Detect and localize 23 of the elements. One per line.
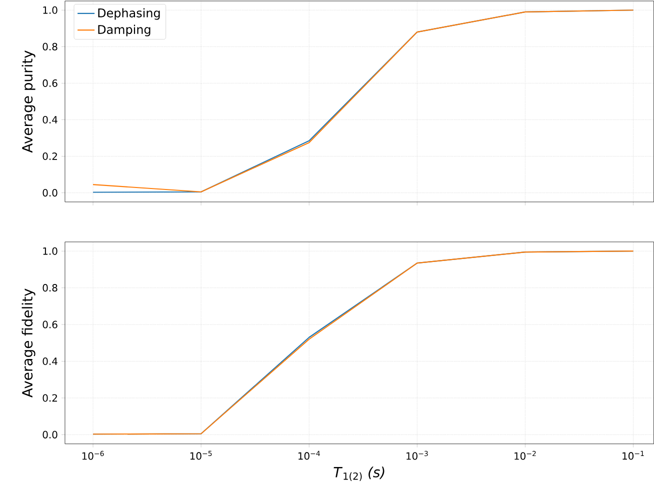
x-tick-label: 10$^{−6}$ — [82, 450, 104, 460]
y-tick-label: 0.0 — [42, 430, 58, 439]
x-tick-label: 10$^{−2}$ — [514, 450, 536, 460]
legend-label: Dephasing — [98, 8, 160, 20]
y-tick-label: 0.2 — [42, 152, 57, 160]
y-tick-label: 0.2 — [42, 394, 57, 402]
x-tick-label: 10$^{−1}$ — [622, 450, 644, 460]
y-tick-label: 0.8 — [42, 42, 58, 51]
y-tick-label: 0.0 — [42, 189, 58, 197]
y-tick-label: 0.4 — [42, 116, 58, 124]
y-tick-label: 0.6 — [42, 79, 58, 88]
y-tick-label: 0.4 — [42, 358, 58, 366]
y-axis-title: Average fidelity — [22, 288, 36, 398]
y-tick-label: 1.0 — [43, 247, 58, 255]
y-axis-title: Average purity — [22, 50, 36, 153]
y-tick-label: 1.0 — [43, 6, 58, 14]
x-tick-label: 10$^{−5}$ — [190, 450, 212, 460]
y-tick-label: 0.8 — [42, 284, 58, 292]
x-tick-label: 10$^{−4}$ — [298, 450, 320, 460]
x-tick-label: 10$^{−3}$ — [406, 450, 428, 460]
legend-label: Damping — [98, 24, 150, 36]
x-axis-title: T$_{1(2)}$ (s) — [334, 466, 384, 482]
y-tick-label: 0.6 — [42, 320, 58, 328]
